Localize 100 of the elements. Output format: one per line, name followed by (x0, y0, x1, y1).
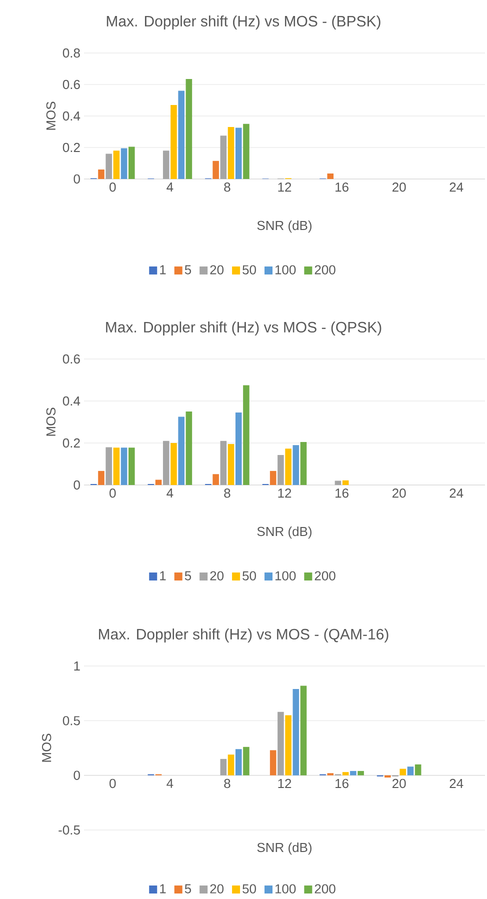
y-axis-title: MOS (46, 408, 56, 436)
bar (407, 766, 414, 776)
y-tick-label: 0.2 (62, 438, 80, 448)
bar (350, 770, 356, 776)
y-tick-label: 0.6 (62, 80, 80, 90)
legend-label: 50 (242, 571, 256, 580)
legend-label: 200 (314, 571, 336, 580)
bar (358, 770, 364, 776)
x-tick-label: 12 (278, 182, 292, 192)
legend-label: 5 (184, 884, 192, 894)
bar (186, 412, 192, 485)
bar (400, 768, 406, 776)
bar (220, 440, 227, 485)
y-tick-label: 0.4 (62, 111, 80, 121)
bar (212, 160, 219, 179)
bar (120, 148, 128, 179)
legend-label: 100 (275, 571, 296, 580)
bar (278, 454, 284, 485)
x-tick-label: 24 (450, 488, 464, 498)
legend-label: 20 (210, 265, 224, 274)
y-axis-title: MOS (42, 734, 52, 762)
bar (285, 715, 292, 776)
legend-label: 1 (160, 265, 166, 274)
y-tick-label: -0.5 (58, 825, 80, 835)
x-tick-label: 0 (110, 488, 116, 498)
bar (162, 440, 170, 485)
bar (270, 470, 276, 485)
x-tick-label: 12 (278, 778, 292, 788)
bar (178, 90, 184, 179)
x-tick-label: 20 (392, 182, 406, 192)
x-tick-label: 4 (166, 182, 174, 192)
x-tick-label: 16 (336, 182, 348, 192)
x-tick-label: 8 (224, 182, 230, 192)
legend-label: 100 (275, 884, 296, 894)
bar (278, 712, 284, 776)
y-tick-label: 0.2 (62, 142, 80, 152)
y-tick-label: 0 (74, 770, 80, 780)
bar (98, 170, 104, 179)
bar (106, 447, 112, 485)
bar (292, 445, 300, 485)
bar (106, 154, 112, 179)
bar (228, 754, 234, 776)
chart-title: Max. Doppler shift (Hz) vs MOS - (QPSK) (106, 321, 382, 336)
bar (228, 127, 234, 179)
x-tick-label: 20 (392, 778, 406, 788)
x-tick-label: 16 (336, 778, 348, 788)
bar (285, 448, 292, 485)
legend-label: 5 (184, 265, 192, 274)
bar (243, 746, 250, 776)
x-tick-label: 20 (392, 488, 406, 498)
x-tick-label: 24 (450, 182, 464, 192)
x-tick-label: 0 (110, 182, 116, 192)
x-tick-label: 16 (336, 488, 348, 498)
bar (178, 416, 184, 485)
legend-label: 20 (210, 884, 224, 894)
x-tick-label: 8 (224, 488, 230, 498)
y-tick-label: 0 (74, 174, 80, 184)
bar (220, 136, 227, 179)
y-axis-title: MOS (46, 102, 56, 130)
bar (334, 480, 342, 485)
bar (235, 749, 242, 776)
x-tick-label: 12 (278, 488, 292, 498)
bar (243, 124, 250, 179)
bar (186, 78, 192, 179)
bar (384, 775, 391, 778)
bar (170, 443, 177, 485)
x-tick-label: 0 (110, 778, 116, 788)
bar (98, 470, 104, 485)
x-tick-label: 24 (450, 778, 464, 788)
chart-title: Max. Doppler shift (Hz) vs MOS - (QAM-16) (99, 628, 388, 642)
legend-label: 50 (242, 265, 256, 274)
bar (300, 686, 307, 776)
y-tick-label: 0.6 (62, 354, 80, 364)
bar (128, 448, 135, 485)
x-axis-title: SNR (dB) (257, 842, 312, 855)
chart-title: Max. Doppler shift (Hz) vs MOS - (BPSK) (106, 15, 380, 30)
bar (120, 448, 128, 485)
x-tick-label: 8 (224, 778, 230, 788)
x-tick-label: 4 (166, 488, 174, 498)
y-tick-label: 0.4 (62, 396, 80, 406)
x-tick-label: 4 (166, 778, 174, 788)
bar (162, 150, 170, 179)
bar (243, 385, 250, 485)
legend-label: 1 (160, 571, 166, 580)
y-tick-label: 1 (74, 662, 80, 670)
legend-label: 50 (242, 884, 256, 894)
y-tick-label: 0.5 (62, 716, 80, 726)
y-tick-label: 0 (74, 480, 80, 490)
y-tick-label: 0.8 (62, 48, 80, 58)
bar (342, 772, 349, 776)
bar (113, 150, 120, 179)
legend-label: 20 (210, 571, 224, 580)
bar (300, 442, 307, 485)
bar (220, 758, 227, 776)
bar (228, 444, 234, 485)
bar (155, 480, 162, 485)
bar (292, 688, 300, 776)
bar (212, 474, 219, 485)
bar (414, 764, 422, 776)
legend-label: 200 (314, 884, 336, 894)
